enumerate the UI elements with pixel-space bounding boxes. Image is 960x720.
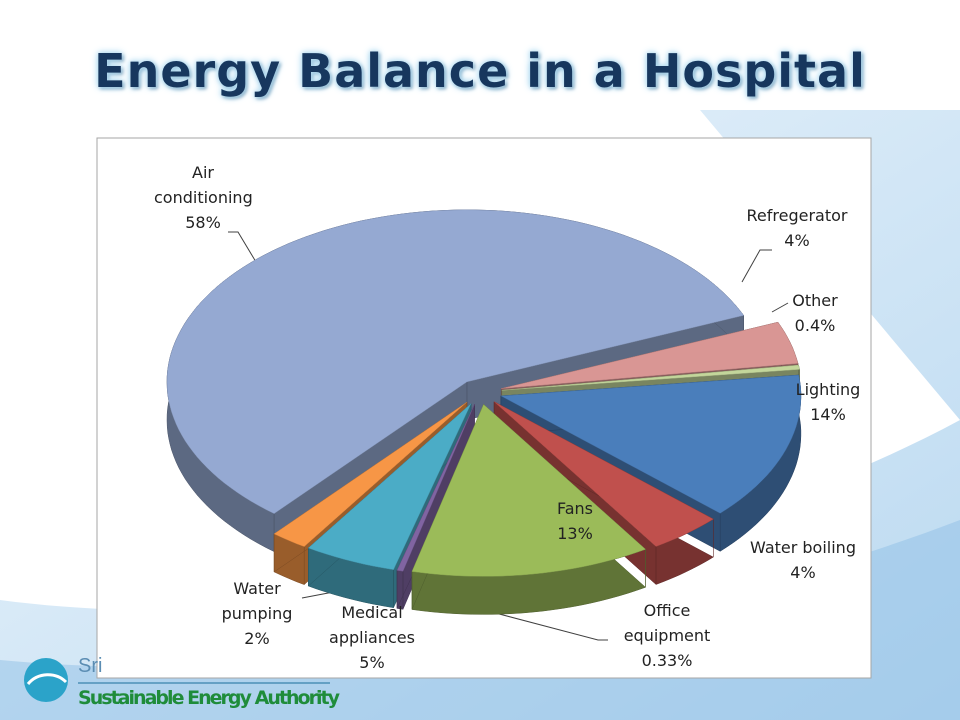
data-label: Fans 13% xyxy=(535,496,615,546)
category-label: Water pumping xyxy=(221,579,293,623)
data-label: Water boiling 4% xyxy=(733,535,873,585)
value-label: 13% xyxy=(557,524,593,543)
logo-text: Sri xyxy=(78,655,102,677)
leader-line xyxy=(741,249,772,283)
pie-slice xyxy=(411,404,646,577)
category-label: Water boiling xyxy=(750,538,856,557)
data-label: Air conditioning 58% xyxy=(133,160,273,235)
category-label: Other xyxy=(792,291,838,310)
value-label: 4% xyxy=(790,563,816,582)
value-label: 2% xyxy=(244,629,270,648)
value-label: 5% xyxy=(359,653,385,672)
data-label: Other 0.4% xyxy=(775,288,855,338)
value-label: 58% xyxy=(185,213,221,232)
value-label: 0.4% xyxy=(794,316,836,335)
organization: Sustainable Energy Authority xyxy=(78,687,341,709)
category-label: Fans xyxy=(556,499,593,518)
data-label: Water pumping 2% xyxy=(207,576,307,651)
chart-title: Energy Balance in a Hospital xyxy=(94,44,866,98)
leader-line xyxy=(771,302,789,313)
category-label: Lighting xyxy=(795,380,861,399)
pie-slice xyxy=(307,403,472,570)
logo-wave xyxy=(26,673,68,686)
category-label: Refregerator xyxy=(746,206,848,225)
category-label: Office equipment xyxy=(623,601,711,645)
pie-slice xyxy=(501,364,800,391)
leader-line xyxy=(228,231,257,263)
data-label: Refregerator 4% xyxy=(722,203,872,253)
data-label: Office equipment 0.33% xyxy=(607,598,727,673)
category-label: Medical appliances xyxy=(329,603,415,647)
data-label: Lighting 14% xyxy=(783,377,873,427)
pie-slice xyxy=(500,374,802,514)
value-label: 0.33% xyxy=(641,651,693,670)
leader-lines xyxy=(228,231,789,641)
pie-slice xyxy=(166,209,745,514)
pie-slice xyxy=(501,321,799,389)
leader-line xyxy=(483,609,608,641)
pie-slice xyxy=(273,401,468,547)
pie-slice xyxy=(493,401,714,547)
value-label: 4% xyxy=(784,231,810,250)
value-label: 14% xyxy=(810,405,846,424)
category-label: Air conditioning xyxy=(154,163,253,207)
pie-slice xyxy=(396,404,475,572)
data-label: Medical appliances 5% xyxy=(317,600,427,675)
logo xyxy=(24,658,68,702)
